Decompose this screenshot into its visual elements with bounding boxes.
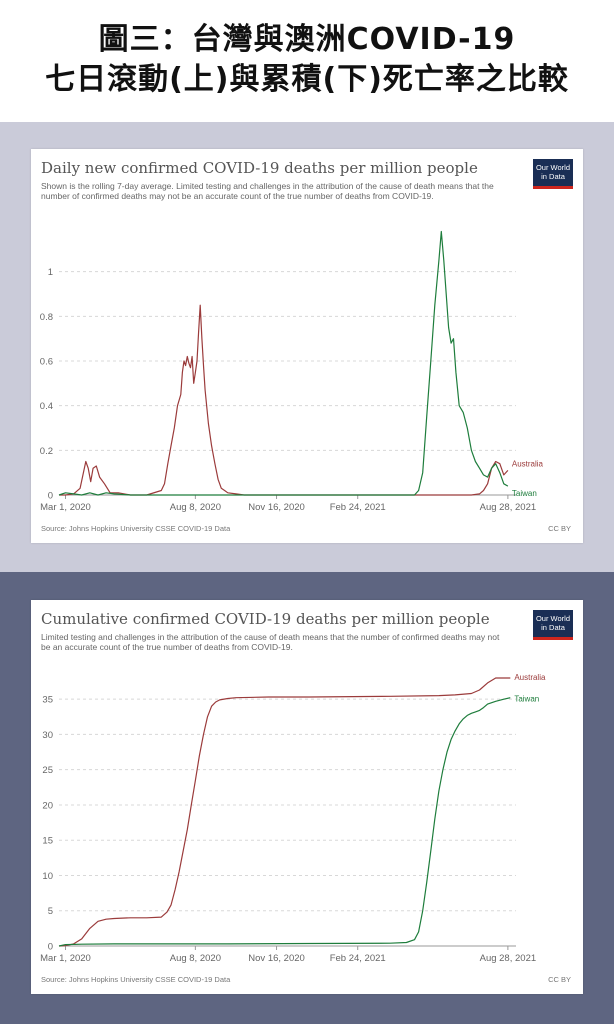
y-tick-label: 0 [48,942,53,953]
x-tick-label: Aug 28, 2021 [480,502,537,513]
x-tick-label: Aug 8, 2020 [170,953,221,964]
chart-license[interactable]: CC BY [548,524,571,533]
y-tick-label: 0.2 [40,446,53,457]
chart-title: Cumulative confirmed COVID-19 deaths per… [41,610,490,628]
y-tick-label: 25 [42,765,53,776]
y-tick-label: 10 [42,871,53,882]
logo-accent-bar [533,186,573,189]
x-tick-label: Aug 28, 2021 [480,953,537,964]
chart-subtitle: Limited testing and challenges in the at… [41,632,500,652]
x-tick-label: Feb 24, 2021 [330,502,386,513]
series-line-taiwan[interactable] [58,230,509,496]
y-tick-label: 0.4 [40,401,53,412]
x-tick-label: Mar 1, 2020 [40,953,91,964]
daily-deaths-chart-card: Daily new confirmed COVID-19 deaths per … [31,149,583,543]
chart-source[interactable]: Source: Johns Hopkins University CSSE CO… [41,975,231,984]
series-line-taiwan[interactable] [58,697,511,947]
logo-text-line2: in Data [541,623,565,632]
chart-license[interactable]: CC BY [548,975,571,984]
chart-subtitle: Shown is the rolling 7-day average. Limi… [41,181,494,201]
figure-title-line1: 圖三：台灣與澳洲COVID-19 [98,22,516,57]
logo-text-line2: in Data [541,172,565,181]
y-tick-label: 0.6 [40,357,53,368]
x-tick-label: Feb 24, 2021 [330,953,386,964]
daily-deaths-plot: 0 0.2 0.4 0.6 0.8 1 Mar 1, 2020 Aug 8, 2020 Nov … [40,230,544,513]
series-label-taiwan: Taiwan [512,489,537,498]
series-label-taiwan: Taiwan [514,695,539,704]
y-tick-label: 15 [42,836,53,847]
chart-source[interactable]: Source: Johns Hopkins University CSSE CO… [41,524,231,533]
series-line-australia[interactable] [59,304,509,496]
y-tick-label: 0.8 [40,312,53,323]
y-tick-label: 30 [42,730,53,741]
figure-title-line2: 七日滾動(上)與累積(下)死亡率之比較 [45,62,569,97]
series-label-australia: Australia [514,673,546,682]
y-tick-label: 0 [48,491,53,502]
owid-logo[interactable]: Our World in Data [533,610,573,640]
logo-text-line1: Our World [535,163,571,172]
y-tick-label: 35 [42,695,53,706]
x-tick-label: Aug 8, 2020 [170,502,221,513]
x-tick-label: Nov 16, 2020 [248,953,305,964]
y-tick-label: 5 [48,906,53,917]
logo-accent-bar [533,637,573,640]
series-label-australia: Australia [512,459,544,468]
chart-title: Daily new confirmed COVID-19 deaths per … [41,159,478,177]
x-tick-label: Nov 16, 2020 [248,502,305,513]
figure-header: 圖三：台灣與澳洲COVID-19 七日滾動(上)與累積(下)死亡率之比較 [0,0,614,122]
series-line-australia[interactable] [58,677,511,947]
cumulative-deaths-chart-card: Cumulative confirmed COVID-19 deaths per… [31,600,583,994]
x-tick-label: Mar 1, 2020 [40,502,91,513]
logo-text-line1: Our World [535,614,571,623]
y-tick-label: 1 [48,267,53,278]
cumulative-deaths-plot: 0 5 10 15 20 25 30 35 Mar 1, 2020 Aug 8, 2020 Nov … [40,673,546,964]
y-tick-label: 20 [42,800,53,811]
owid-logo[interactable]: Our World in Data [533,159,573,189]
